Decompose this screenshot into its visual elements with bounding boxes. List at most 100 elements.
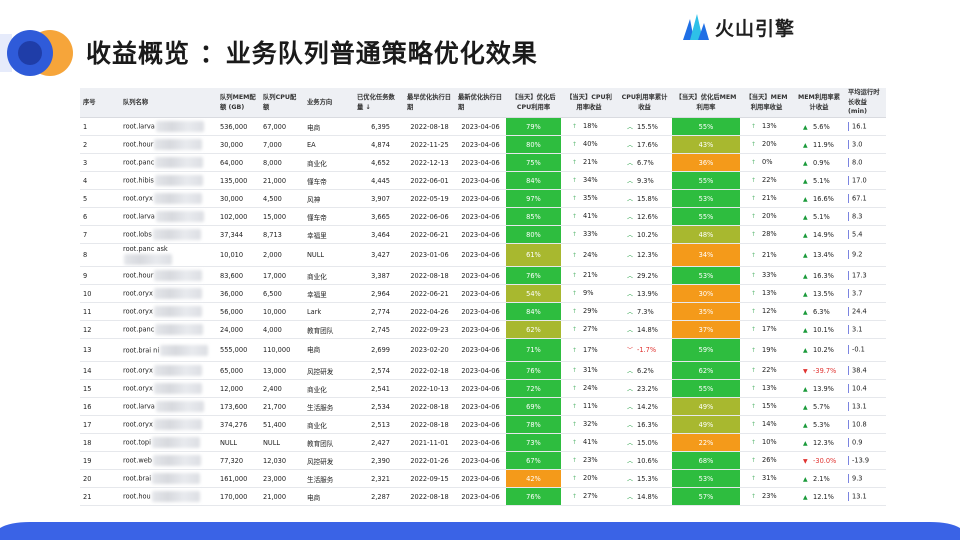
decorative-circles [0, 30, 73, 76]
cell-biz: 懂车帝 [304, 207, 354, 226]
col-cpu-util[interactable]: 【当天】优化后CPU利用率 [506, 88, 561, 118]
triangle-up-icon: ▲ [803, 231, 808, 239]
cell-cpu-cum: ︿ 15.5% [617, 117, 672, 136]
table-row[interactable]: 12 root.panc 24,000 4,000 教育团队 2,745 2022-09-2… [80, 320, 886, 339]
table-row[interactable]: 4 root.hibis 135,000 21,000 懂车帝 4,445 2022-06-… [80, 171, 886, 190]
table-row[interactable]: 14 root.oryx 65,000 13,000 风控研发 2,574 2022-02-… [80, 361, 886, 380]
triangle-up-icon: ▲ [803, 272, 808, 280]
avg-time-value: -0.1 [852, 345, 865, 354]
chevron-up-icon: ︿ [627, 142, 634, 149]
col-cpu[interactable]: 队列CPU配额 [260, 88, 304, 118]
sort-desc-icon[interactable]: ↓ [365, 103, 371, 111]
col-avg-time[interactable]: 平均运行时长收益 (min) [845, 88, 886, 118]
avg-time-value: 8.0 [852, 158, 863, 167]
cell-cpu-util: 76% [506, 487, 561, 506]
mem-gain-value: 13% [762, 288, 777, 297]
col-count[interactable]: 已优化任务数量 ↓ [354, 88, 404, 118]
arrow-up-icon: 🡑 [752, 158, 756, 166]
cell-cpu-cum: ︿ 15.0% [617, 433, 672, 452]
table-row[interactable]: 20 root.brai 161,000 23,000 生活服务 2,321 2022-09… [80, 469, 886, 488]
cell-mem-quota: 102,000 [217, 207, 260, 226]
cell-seq: 19 [80, 451, 120, 470]
col-last-date[interactable]: 最新优化执行日期 [455, 88, 506, 118]
col-first-date[interactable]: 最早优化执行日期 [404, 88, 455, 118]
mem-cum-value: 5.3% [813, 420, 830, 429]
table-row[interactable]: 16 root.larva 173,600 21,700 生活服务 2,534 2022-0… [80, 397, 886, 416]
data-bar [848, 176, 849, 185]
cell-queue-name: root.hibis [120, 171, 217, 190]
mem-gain-value: 26% [762, 455, 777, 464]
table-row[interactable]: 7 root.lobs 37,344 8,713 幸福里 3,464 2022-06-21 2… [80, 225, 886, 244]
col-name[interactable]: 队列名称 [120, 88, 217, 118]
cell-queue-name: root.panc [120, 320, 217, 339]
cell-first-date: 2022-01-26 [404, 451, 455, 470]
cell-mem-quota: 65,000 [217, 361, 260, 380]
cell-mem-gain: 🡑 10% [740, 433, 793, 452]
col-mem-cum[interactable]: MEM利用率累计收益 [793, 88, 845, 118]
table-row[interactable]: 18 root.topi NULL NULL 教育团队 2,427 2021-11-01 20… [80, 433, 886, 452]
cell-queue-name: root.oryx [120, 415, 217, 434]
cell-cpu-cum: ︿ 16.3% [617, 415, 672, 434]
table-row[interactable]: 10 root.oryx 36,000 6,500 幸福里 2,964 2022-06-21… [80, 284, 886, 303]
redacted-mask [154, 270, 203, 281]
cell-biz: EA [304, 135, 354, 154]
table-row[interactable]: 9 root.hour 83,600 17,000 商业化 3,387 2022-08-18… [80, 266, 886, 285]
cell-cpu-quota: 21,000 [260, 171, 304, 190]
mem-gain-value: 13% [762, 121, 777, 130]
col-mem[interactable]: 队列MEM配额 (GB) [217, 88, 260, 118]
mem-gain-value: 28% [762, 229, 777, 238]
arrow-up-icon: 🡑 [573, 230, 577, 238]
cell-mem-cum: ▲ 2.1% [793, 469, 845, 488]
col-biz[interactable]: 业务方向 [304, 88, 354, 118]
table-row[interactable]: 21 root.hou 170,000 21,000 电商 2,287 2022-08-18… [80, 487, 886, 506]
cell-cpu-util: 69% [506, 397, 561, 416]
queue-name-text: root.brai [123, 474, 152, 483]
cell-count: 3,665 [354, 207, 404, 226]
arrow-up-icon: 🡑 [752, 474, 756, 482]
cell-cpu-util: 54% [506, 284, 561, 303]
mem-cum-value: 16.3% [813, 271, 834, 280]
col-mem-util[interactable]: 【当天】优化后MEM利用率 [672, 88, 740, 118]
cell-cpu-cum: ︿ 13.9% [617, 284, 672, 303]
cell-cpu-gain: 🡑 40% [561, 135, 617, 154]
mem-cum-value: 5.1% [813, 212, 830, 221]
cpu-gain-value: 33% [583, 229, 598, 238]
table-row[interactable]: 1 root.larva 536,000 67,000 电商 6,395 2022-08-1… [80, 117, 886, 136]
col-cpu-gain[interactable]: 【当天】CPU利用率收益 [561, 88, 617, 118]
cell-seq: 10 [80, 284, 120, 303]
col-seq[interactable]: 序号 [80, 88, 120, 118]
table-row[interactable]: 13 root.brai ni 555,000 110,000 电商 2,699 2023-… [80, 338, 886, 362]
col-mem-gain[interactable]: 【当天】MEM利用率收益 [740, 88, 793, 118]
cell-cpu-cum: ︿ 12.3% [617, 243, 672, 267]
queue-name-text: root.oryx [123, 307, 153, 316]
table-row[interactable]: 5 root.oryx 30,000 4,500 风神 3,907 2022-05-19 20… [80, 189, 886, 208]
col-cpu-cum[interactable]: CPU利用率累计收益 [617, 88, 672, 118]
chevron-up-icon: ︿ [627, 273, 634, 280]
cell-mem-cum: ▲ 5.6% [793, 117, 845, 136]
chevron-up-icon: ︿ [627, 422, 634, 429]
chevron-up-icon: ︿ [627, 404, 634, 411]
cell-queue-name: root.oryx [120, 302, 217, 321]
avg-time-value: 0.9 [852, 438, 863, 447]
table-row[interactable]: 17 root.oryx 374,276 51,400 商业化 2,513 2022-08-… [80, 415, 886, 434]
cell-mem-quota: 36,000 [217, 284, 260, 303]
cell-mem-cum: ▲ 6.3% [793, 302, 845, 321]
queue-name-text: root.hou [123, 492, 151, 501]
table-row[interactable]: 19 root.web 77,320 12,030 风控研发 2,390 2022-01-2… [80, 451, 886, 470]
cell-mem-quota: NULL [217, 433, 260, 452]
cell-last-date: 2023-04-06 [455, 433, 506, 452]
triangle-up-icon: ▲ [803, 195, 808, 203]
cell-queue-name: root.lobs [120, 225, 217, 244]
cell-biz: NULL [304, 243, 354, 267]
cpu-cum-value: 10.2% [637, 231, 658, 239]
mem-cum-value: 13.9% [813, 384, 834, 393]
avg-time-value: 67.1 [852, 194, 867, 203]
mem-gain-value: 21% [762, 193, 777, 202]
table-row[interactable]: 6 root.larva 102,000 15,000 懂车帝 3,665 2022-06-… [80, 207, 886, 226]
table-row[interactable]: 2 root.hour 30,000 7,000 EA 4,874 2022-11-25 20… [80, 135, 886, 154]
table-row[interactable]: 8 root.panc ask 10,010 2,000 NULL 3,427 2023-0… [80, 243, 886, 267]
table-row[interactable]: 11 root.oryx 56,000 10,000 Lark 2,774 2022-04-… [80, 302, 886, 321]
table-row[interactable]: 15 root.oryx 12,000 2,400 商业化 2,541 2022-10-13… [80, 379, 886, 398]
table-row[interactable]: 3 root.panc 64,000 8,000 商业化 4,652 2022-12-13 2… [80, 153, 886, 172]
data-bar [848, 384, 849, 393]
